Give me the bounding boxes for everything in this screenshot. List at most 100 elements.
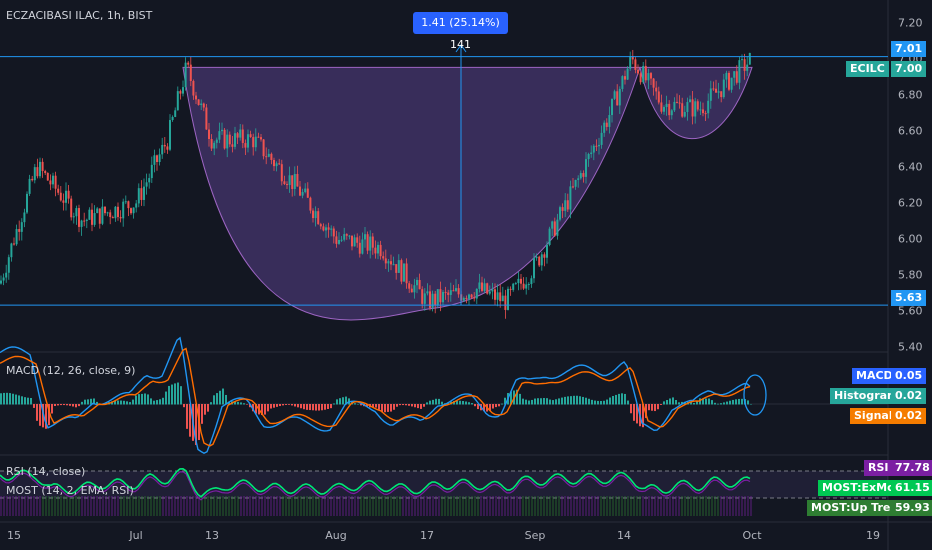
- most-bar: [39, 496, 41, 516]
- histogram-bar: [720, 403, 722, 405]
- candle-body: [257, 136, 260, 138]
- rsi-tag-label: RSI: [864, 460, 893, 476]
- candle-body: [358, 242, 361, 254]
- most-bar: [633, 496, 635, 516]
- most-bar: [57, 496, 59, 516]
- histogram-bar: [120, 400, 122, 405]
- most-bar: [60, 496, 62, 516]
- most-bar: [171, 496, 173, 516]
- most-bar: [444, 496, 446, 516]
- most-bar: [45, 496, 47, 516]
- candle-body: [387, 261, 390, 264]
- most-bar: [408, 496, 410, 516]
- histogram-bar: [630, 404, 632, 414]
- candle-body: [670, 110, 673, 116]
- candle-body: [369, 236, 372, 251]
- most-bar: [48, 496, 50, 516]
- candle-body: [686, 102, 689, 113]
- most-bar: [165, 496, 167, 516]
- candle-body: [150, 164, 153, 179]
- candle-body: [543, 254, 546, 258]
- time-tick-label: 15: [7, 529, 21, 542]
- most-bar: [312, 496, 314, 516]
- candle-body: [132, 207, 135, 214]
- most-bar: [177, 496, 179, 516]
- most-bar: [159, 496, 161, 516]
- candle-body: [247, 134, 249, 148]
- most-bar: [72, 496, 74, 516]
- most-bar: [168, 496, 170, 516]
- histogram-bar: [603, 400, 605, 405]
- candle-body: [197, 99, 200, 106]
- candle-body: [556, 219, 559, 236]
- most-bar: [141, 496, 143, 516]
- histogram-bar: [405, 404, 407, 406]
- histogram-bar: [249, 404, 251, 408]
- histogram-bar: [126, 401, 128, 405]
- histogram-bar: [423, 404, 425, 407]
- histogram-bar: [525, 399, 527, 405]
- candle-body: [182, 87, 184, 94]
- histogram-bar: [297, 404, 299, 408]
- candle-body: [215, 139, 218, 143]
- most-bar: [147, 496, 149, 516]
- most-bar: [729, 496, 731, 516]
- last-price-tag: 7.00: [891, 61, 927, 77]
- most-bar: [498, 496, 500, 516]
- most-bar: [339, 496, 341, 516]
- candle-body: [85, 219, 88, 221]
- most-bar: [156, 496, 158, 516]
- macd-line: [0, 336, 751, 454]
- histogram-bar: [492, 404, 494, 409]
- time-tick-label: Oct: [742, 529, 762, 542]
- candle-body: [423, 293, 426, 304]
- histogram-bar: [567, 396, 569, 405]
- candle-body: [715, 88, 717, 93]
- candle-body: [626, 68, 629, 80]
- most-bar: [696, 496, 698, 516]
- candle-body: [275, 163, 278, 167]
- histogram-bar: [33, 404, 35, 408]
- candle-body: [2, 277, 5, 281]
- most-bar: [597, 496, 599, 516]
- most-bar: [309, 496, 311, 516]
- most-bar: [621, 496, 623, 516]
- candle-body: [31, 178, 34, 181]
- histogram-bar: [69, 404, 71, 406]
- histogram-bar: [702, 398, 704, 405]
- candle-body: [704, 113, 707, 115]
- candle-body: [530, 278, 533, 285]
- most-bar: [465, 496, 467, 516]
- histogram-bar: [117, 400, 119, 405]
- time-tick-label: Jul: [128, 529, 142, 542]
- candle-body: [384, 258, 387, 264]
- time-axis: 15 Jul 13 Aug 17 Sep 14 Oct 19: [7, 529, 880, 542]
- candle-body: [496, 292, 499, 300]
- histogram-bar: [315, 404, 317, 411]
- histogram-bar: [186, 404, 188, 429]
- most-bar: [396, 496, 398, 516]
- most-bar: [378, 496, 380, 516]
- histogram-bar: [621, 393, 623, 405]
- most-bar: [732, 496, 734, 516]
- histogram-bar: [711, 400, 713, 405]
- most-bar: [204, 496, 206, 516]
- histogram-bar: [135, 395, 137, 405]
- candle-body: [228, 134, 231, 145]
- most-bar: [462, 496, 464, 516]
- candle-body: [33, 167, 36, 181]
- most-bar: [297, 496, 299, 516]
- candle-body: [335, 236, 338, 244]
- candle-body: [254, 136, 257, 148]
- most-bar: [402, 496, 404, 516]
- most-bar: [102, 496, 104, 516]
- histogram-bar: [594, 400, 596, 405]
- candle-body: [452, 290, 455, 292]
- histogram-bar: [555, 399, 557, 405]
- candle-body: [647, 73, 650, 81]
- histogram-bar: [267, 404, 269, 412]
- candle-body: [319, 224, 322, 227]
- histogram-bar: [651, 404, 653, 411]
- candle-body: [148, 178, 151, 183]
